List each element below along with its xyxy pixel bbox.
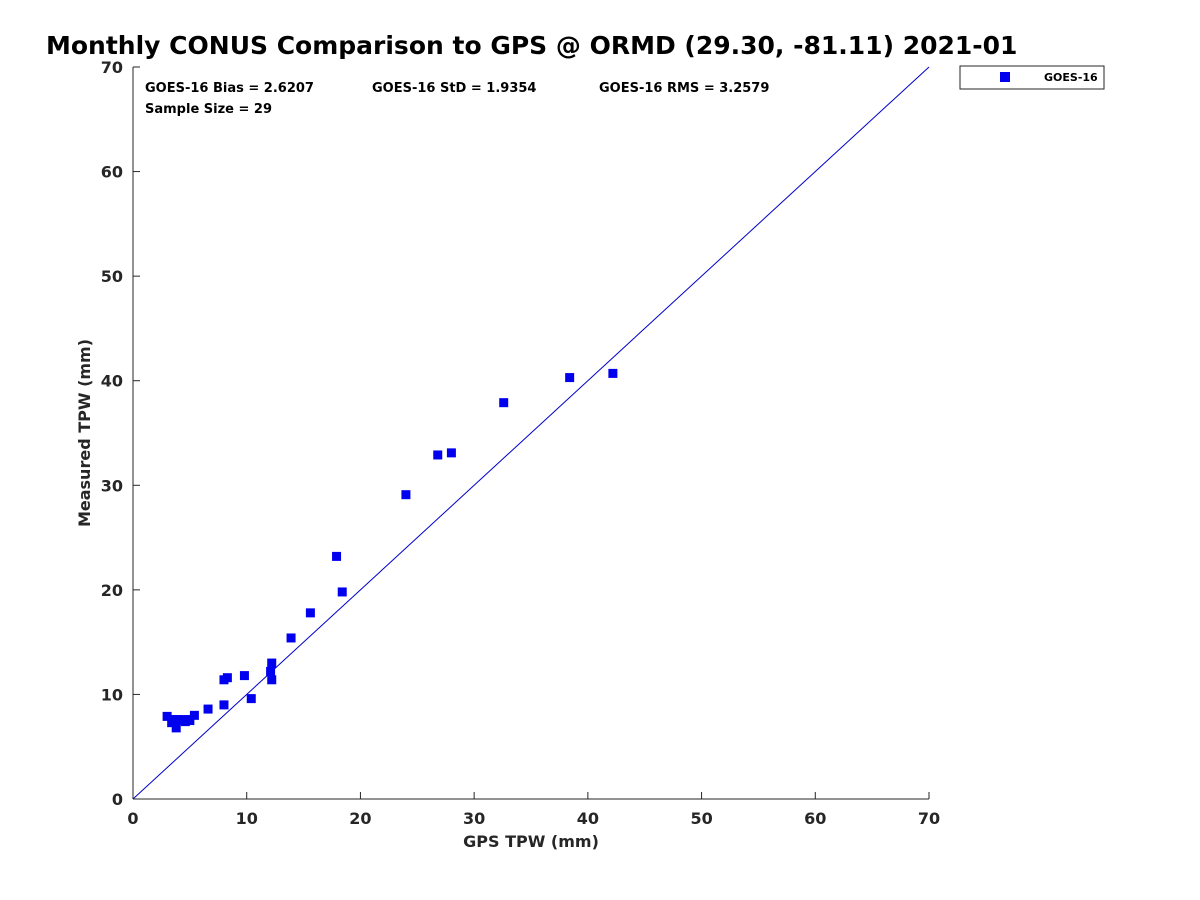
y-tick-label: 50 [101, 267, 123, 286]
data-point [499, 398, 509, 408]
one-to-one-reference-line [132, 66, 930, 800]
y-axis-ticks: 0 10 20 30 40 50 60 70 [101, 58, 140, 809]
legend-label: GOES-16 [1044, 71, 1098, 84]
legend-marker-square-icon [1000, 72, 1010, 82]
data-point [267, 675, 277, 685]
data-point [433, 450, 443, 460]
y-tick-label: 60 [101, 163, 123, 182]
x-axis-ticks: 0 10 20 30 40 50 60 70 [127, 792, 940, 828]
data-point [266, 666, 276, 676]
y-tick-label: 0 [112, 790, 123, 809]
std-stat: GOES-16 StD = 1.9354 [372, 81, 536, 96]
data-point [401, 490, 411, 500]
data-point [171, 723, 181, 733]
legend: GOES-16 [959, 65, 1105, 90]
x-tick-label: 0 [127, 809, 138, 828]
y-tick-label: 10 [101, 685, 123, 704]
data-point [286, 633, 296, 643]
data-point [565, 373, 575, 383]
data-point [608, 368, 618, 378]
y-tick-label: 40 [101, 372, 123, 391]
y-tick-label: 30 [101, 476, 123, 495]
legend-box [959, 65, 1105, 90]
sample-size-stat: Sample Size = 29 [145, 102, 272, 117]
y-axis-label: Measured TPW (mm) [75, 339, 94, 527]
chart-title: Monthly CONUS Comparison to GPS @ ORMD (… [46, 31, 1017, 60]
x-tick-label: 30 [463, 809, 485, 828]
rms-stat: GOES-16 RMS = 3.2579 [599, 81, 769, 96]
data-point [203, 704, 213, 714]
x-tick-label: 10 [236, 809, 258, 828]
data-point [239, 671, 249, 681]
data-point [185, 716, 195, 726]
x-tick-label: 40 [577, 809, 599, 828]
y-tick-label: 70 [101, 58, 123, 77]
x-tick-label: 20 [349, 809, 371, 828]
data-point [305, 608, 315, 618]
data-point [162, 711, 172, 721]
data-points [162, 368, 618, 733]
data-point [446, 448, 456, 458]
data-point [246, 694, 256, 704]
data-point [169, 715, 179, 725]
data-point [189, 710, 199, 720]
plot-area: 0 10 20 30 40 50 60 70 0 10 20 30 40 50 60 70 [101, 58, 940, 828]
data-point [222, 673, 232, 683]
x-tick-label: 60 [804, 809, 826, 828]
data-point [337, 587, 347, 597]
x-axis-label: GPS TPW (mm) [463, 832, 599, 851]
bias-stat: GOES-16 Bias = 2.6207 [145, 81, 314, 96]
x-tick-label: 50 [690, 809, 712, 828]
x-tick-label: 70 [918, 809, 940, 828]
data-point [267, 658, 277, 668]
y-tick-label: 20 [101, 581, 123, 600]
data-point [332, 551, 342, 561]
data-point [219, 700, 229, 710]
